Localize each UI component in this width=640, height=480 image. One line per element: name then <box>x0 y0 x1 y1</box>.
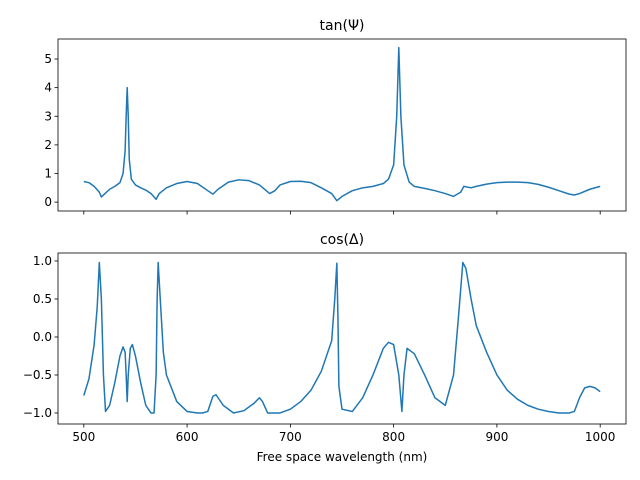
x-tick-label: 1000 <box>585 430 616 444</box>
y-tick-label: 1.0 <box>33 254 52 268</box>
x-tick-label: 600 <box>176 430 199 444</box>
y-tick-label: 1 <box>44 167 52 181</box>
x-axis-label: Free space wavelength (nm) <box>257 450 428 464</box>
axes-frame <box>57 252 627 425</box>
chart-title: tan(Ψ) <box>320 18 365 34</box>
y-tick-label: −0.5 <box>23 368 52 382</box>
chart-title: cos(Δ) <box>320 232 364 248</box>
x-tick-label: 800 <box>382 430 405 444</box>
axes-frame <box>57 38 627 212</box>
y-tick-label: 0 <box>44 195 52 209</box>
y-tick-label: 5 <box>44 52 52 66</box>
x-tick-label: 900 <box>485 430 508 444</box>
data-line <box>83 261 601 414</box>
y-tick-label: 0.5 <box>33 292 52 306</box>
y-tick-label: 4 <box>44 81 52 95</box>
data-line <box>83 46 601 202</box>
x-tick-label: 500 <box>72 430 95 444</box>
y-tick-label: 3 <box>44 109 52 123</box>
y-tick-label: 0.0 <box>33 330 52 344</box>
y-tick-label: −1.0 <box>23 406 52 420</box>
x-tick-label: 700 <box>279 430 302 444</box>
y-tick-label: 2 <box>44 138 52 152</box>
